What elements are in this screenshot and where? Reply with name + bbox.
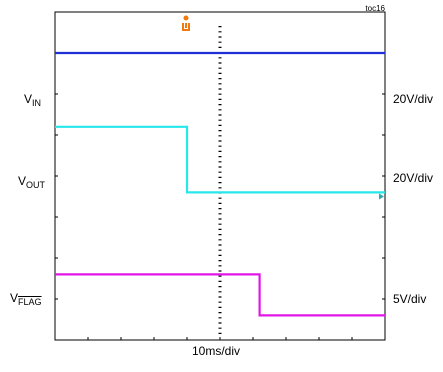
- vflag-label: VFLAG: [10, 291, 42, 307]
- plot-frame: [54, 11, 386, 341]
- vin-label: VIN: [24, 92, 41, 108]
- timebase-label: 10ms/div: [192, 344, 241, 358]
- vout-trace: [55, 125, 385, 194]
- vin-label-main: V: [24, 92, 33, 106]
- vout-ground-marker-icon: [379, 193, 384, 200]
- vout-label: VOUT: [18, 174, 45, 190]
- vout-scale-label: 20V/div: [393, 171, 434, 185]
- trigger-marker-icon: [183, 15, 189, 21]
- vout-label-sub: OUT: [26, 180, 46, 190]
- vflag-label-sub: FLAG: [18, 297, 42, 307]
- figure-tag: toc16: [365, 4, 385, 13]
- vin-scale-label: 20V/div: [393, 92, 434, 106]
- vflag-label-main: V: [10, 291, 19, 305]
- trigger-marker-icon: [182, 23, 190, 31]
- vout-label-main: V: [18, 174, 27, 188]
- vflag-scale-label: 5V/div: [393, 292, 427, 306]
- vflag-trace: [55, 273, 385, 317]
- vin-label-sub: IN: [32, 98, 42, 108]
